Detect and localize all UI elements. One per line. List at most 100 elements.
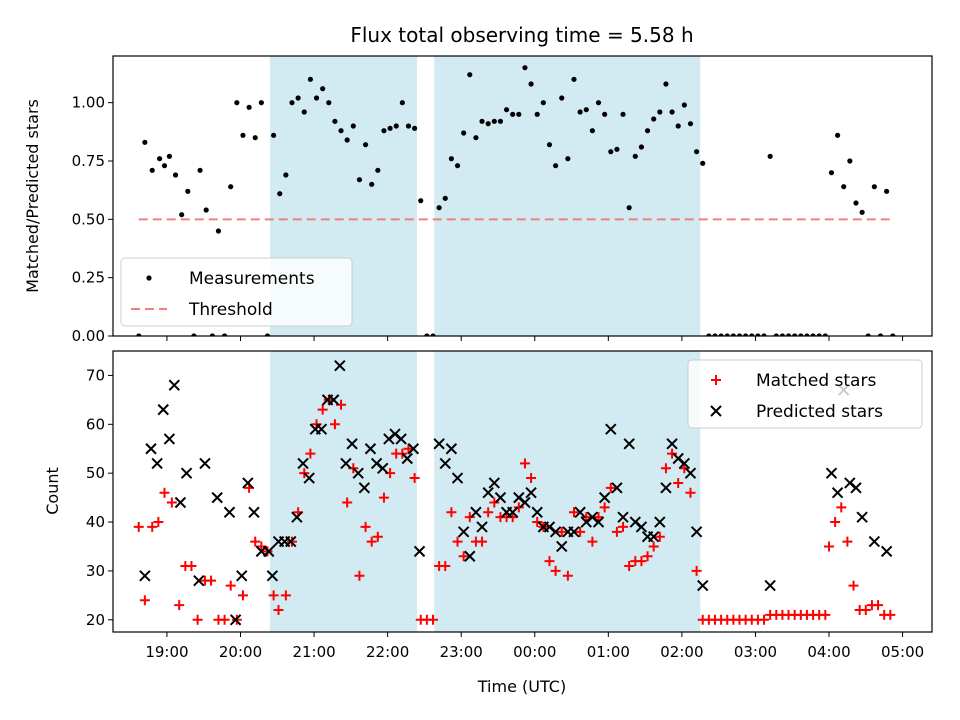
- measurement-point: [252, 135, 258, 141]
- predicted-star-point: [248, 506, 260, 518]
- predicted-star-point: [856, 511, 868, 523]
- bottom-x-ticks: 19:00 20:00 21:00 22:00 23:00 00:00 01:00 02:00…: [145, 632, 924, 661]
- measurement-point: [412, 125, 418, 131]
- measurement-point: [571, 76, 577, 82]
- predicted-star-point: [684, 467, 697, 479]
- measurement-point: [221, 333, 228, 336]
- measurement-point: [853, 200, 859, 206]
- predicted-star-point: [519, 496, 531, 509]
- matched-star-point: [317, 404, 328, 415]
- measurement-point: [810, 333, 816, 336]
- matched-star-point: [329, 419, 340, 430]
- legend-marker-matched: [711, 375, 721, 385]
- measurement-point: [528, 81, 534, 87]
- measurement-point: [301, 109, 307, 115]
- measurement-point: [442, 195, 448, 201]
- measurement-point: [626, 205, 632, 211]
- matched-star-point: [409, 473, 420, 484]
- top-shaded-regions: [269, 56, 701, 336]
- measurement-point: [448, 156, 454, 162]
- x-tick-label: 00:00: [513, 643, 556, 661]
- predicted-star-point: [678, 457, 691, 470]
- predicted-star-point: [168, 379, 181, 391]
- predicted-star-point: [764, 579, 776, 592]
- matched-star-point: [483, 507, 494, 518]
- matched-star-point: [654, 531, 665, 542]
- measurement-point: [185, 188, 191, 194]
- predicted-star-point: [470, 506, 482, 518]
- predicted-star-point: [697, 579, 709, 592]
- measurement-point: [522, 65, 528, 71]
- matched-star-point: [587, 536, 598, 547]
- bot-legend-box: [687, 359, 923, 429]
- predicted-star-point: [151, 457, 163, 470]
- measurement-point: [479, 118, 485, 124]
- matched-star-point: [477, 536, 488, 547]
- measurement-point: [350, 123, 356, 129]
- matched-star-point: [873, 600, 884, 611]
- matched-star-point: [885, 609, 896, 620]
- matched-star-point: [660, 463, 671, 474]
- matched-star-point: [174, 600, 185, 611]
- measurement-point: [847, 158, 853, 164]
- measurement-point: [669, 109, 675, 115]
- measurement-point: [798, 333, 804, 336]
- matched-star-point: [153, 517, 164, 528]
- matched-star-point: [446, 507, 457, 518]
- top-y-tick-label: 0.75: [72, 152, 105, 170]
- measurement-point: [393, 123, 399, 129]
- matched-star-point: [636, 556, 647, 567]
- bot-y-tick-label: 60: [86, 415, 105, 433]
- top-panel: 0.00 0.25 0.50 0.75 1.00 Matched/Predicted s…: [23, 55, 933, 345]
- measurement-point: [822, 333, 828, 336]
- matched-star-point: [458, 551, 469, 562]
- top-legend: Measurements Threshold: [120, 257, 353, 327]
- measurement-point: [258, 100, 264, 106]
- measurement-point: [693, 149, 700, 155]
- matched-star-point: [544, 556, 555, 567]
- measurement-point: [724, 333, 730, 336]
- predicted-star-point: [242, 477, 254, 489]
- measurement-point: [644, 128, 651, 134]
- bottom-series: [133, 359, 896, 626]
- matched-star-point: [464, 512, 475, 523]
- top-y-axis-label: Matched/Predicted stars: [23, 99, 42, 293]
- matched-star-point: [147, 521, 158, 532]
- measurement-point: [540, 100, 546, 106]
- measurement-point: [289, 100, 295, 106]
- measurement-point: [743, 333, 749, 336]
- matched-star-point: [513, 502, 524, 513]
- matched-star-point: [186, 561, 197, 572]
- measurement-point: [755, 333, 761, 336]
- matched-star-point: [550, 565, 561, 576]
- matched-star-point: [206, 575, 217, 586]
- predicted-star-point: [303, 472, 315, 484]
- predicted-star-point: [531, 506, 543, 518]
- measurement-point: [577, 109, 583, 115]
- top-shaded-interval-1: [434, 56, 701, 336]
- measurement-point: [161, 163, 168, 169]
- predicted-star-point: [592, 516, 605, 528]
- bot-y-tick-label: 70: [86, 366, 105, 384]
- matched-star-point: [250, 536, 261, 547]
- measurement-point: [663, 81, 669, 87]
- measurement-point: [418, 198, 424, 204]
- predicted-star-point: [352, 467, 364, 479]
- matched-star-point: [519, 458, 530, 469]
- predicted-star-point: [482, 487, 494, 499]
- measurement-point: [338, 128, 344, 134]
- predicted-star-point: [598, 491, 611, 504]
- measurement-point: [675, 123, 681, 129]
- top-y-tick-label: 0.50: [72, 210, 105, 228]
- measurement-point: [890, 333, 896, 336]
- predicted-star-point: [549, 526, 562, 538]
- measurement-point: [375, 167, 381, 173]
- predicted-star-point: [439, 457, 451, 470]
- predicted-star-point: [654, 516, 666, 528]
- predicted-star-point: [666, 438, 678, 450]
- measurement-point: [510, 111, 516, 117]
- measurement-point: [516, 111, 522, 117]
- measurement-point: [197, 167, 203, 173]
- matched-star-point: [139, 595, 150, 606]
